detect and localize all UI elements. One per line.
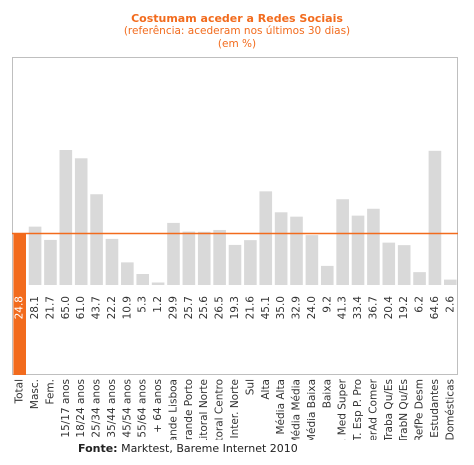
value-label-22: 33.4 — [352, 296, 364, 320]
bar-26 — [413, 272, 426, 285]
source-text: Marktest, Bareme Internet 2010 — [117, 442, 298, 455]
value-label-18: 32.9 — [291, 296, 303, 319]
category-label-13: Litoral Centro — [214, 379, 226, 440]
bar-25 — [397, 245, 411, 285]
value-label-20: 9.2 — [321, 296, 333, 313]
category-label-21: Q. Med Super — [337, 378, 349, 440]
category-label-18: Média Média — [291, 379, 303, 440]
value-label-5: 43.7 — [91, 296, 103, 319]
category-label-1: Masc. — [29, 379, 41, 409]
bar-3 — [59, 150, 73, 285]
value-label-27: 64.6 — [429, 296, 441, 320]
category-label-7: 45/54 anos — [121, 379, 133, 438]
value-label-16: 45.1 — [260, 296, 272, 319]
bar-6 — [105, 238, 119, 285]
chart-unit-note: (em %) — [217, 38, 257, 50]
category-label-11: Grande Porto — [183, 379, 195, 440]
value-label-25: 19.2 — [398, 296, 410, 319]
bar-28 — [444, 279, 457, 285]
bar-9 — [151, 282, 165, 285]
category-label-23: SerAd Comer — [367, 378, 379, 440]
bar-27 — [428, 150, 442, 285]
value-label-9: 1.2 — [152, 296, 164, 313]
value-label-10: 29.9 — [167, 296, 179, 319]
category-label-6: 35/44 anos — [106, 379, 118, 438]
bar-0 — [13, 233, 26, 285]
category-label-12: Litoral Norte — [198, 379, 210, 440]
category-label-19: Média Baixa — [306, 379, 318, 440]
value-label-4: 61.0 — [75, 296, 87, 319]
category-label-14: Inter. Norte — [229, 379, 241, 439]
category-label-2: Fem. — [44, 379, 56, 405]
value-label-6: 22.2 — [106, 296, 118, 319]
category-label-25: TrabN Qu/Es — [398, 379, 410, 440]
bar-4 — [74, 158, 88, 285]
value-label-0: 24.8 — [14, 296, 26, 319]
bar-7 — [121, 262, 134, 285]
value-label-28: 2.6 — [444, 296, 456, 313]
bar-18 — [290, 216, 303, 285]
category-label-8: 55/64 anos — [137, 379, 149, 438]
category-label-10: Grande Lisboa — [167, 379, 179, 440]
bar-20 — [320, 265, 334, 285]
value-label-17: 35.0 — [275, 296, 287, 319]
value-label-12: 25.6 — [198, 296, 210, 320]
bar-15 — [244, 240, 257, 285]
category-label-15: Sul — [244, 379, 256, 395]
bar-5 — [90, 194, 103, 285]
bar-14 — [228, 244, 242, 285]
bar-10 — [167, 222, 180, 285]
value-label-1: 28.1 — [29, 296, 41, 319]
chart-subtitle: (referência: acederam nos últimos 30 dia… — [123, 25, 351, 37]
category-label-5: 25/34 anos — [91, 379, 103, 438]
value-label-19: 24.0 — [306, 296, 318, 319]
value-label-14: 19.3 — [229, 296, 241, 319]
value-label-2: 21.7 — [44, 296, 56, 319]
category-label-16: Alta — [260, 379, 272, 400]
bar-11 — [182, 231, 196, 285]
category-label-3: 15/17 anos — [60, 379, 72, 438]
chart-title: Costumam aceder a Redes Sociais — [131, 12, 343, 25]
category-label-22: T. Esp P. Pro — [352, 379, 364, 440]
bar-12 — [197, 231, 211, 285]
category-label-4: 18/24 anos — [75, 379, 87, 438]
highlight-bar-extension — [13, 285, 26, 375]
bar-16 — [259, 191, 273, 285]
category-label-0: Total — [14, 379, 26, 405]
value-label-8: 5.3 — [137, 296, 149, 313]
bar-13 — [213, 229, 226, 285]
source-label: Fonte: — [78, 442, 118, 455]
bar-8 — [136, 273, 150, 285]
category-label-28: Domésticas — [444, 379, 456, 440]
value-label-15: 21.6 — [244, 296, 256, 320]
bar-23 — [367, 208, 380, 285]
category-label-24: Traba Qu/Es — [383, 379, 395, 440]
bar-19 — [305, 235, 319, 285]
bar-2 — [44, 239, 57, 285]
bar-22 — [351, 215, 365, 285]
category-label-20: Baixa — [321, 379, 333, 408]
category-label-17: Média Alta — [275, 379, 287, 435]
bar-17 — [274, 212, 288, 285]
category-label-9: + 64 anos — [152, 379, 164, 433]
category-label-27: Estudantes — [429, 379, 441, 438]
value-label-11: 25.7 — [183, 296, 195, 319]
value-label-23: 36.7 — [367, 296, 379, 319]
source-note: Fonte: Marktest, Bareme Internet 2010 — [78, 442, 298, 455]
value-label-13: 26.5 — [214, 296, 226, 319]
bar-plot: 24.8 Total 28.1 Masc. 21.7 Fem. 65.0 15/17 anos… — [12, 57, 458, 440]
category-label-26: RefPe Desm — [414, 379, 426, 440]
value-label-3: 65.0 — [60, 296, 72, 319]
value-label-21: 41.3 — [337, 296, 349, 319]
value-label-24: 20.4 — [383, 296, 395, 320]
plot-frame — [12, 57, 458, 375]
bar-1 — [28, 226, 42, 285]
value-label-26: 6.2 — [414, 296, 426, 313]
value-label-7: 10.9 — [121, 296, 133, 319]
bar-24 — [382, 242, 396, 285]
bar-21 — [336, 199, 349, 285]
